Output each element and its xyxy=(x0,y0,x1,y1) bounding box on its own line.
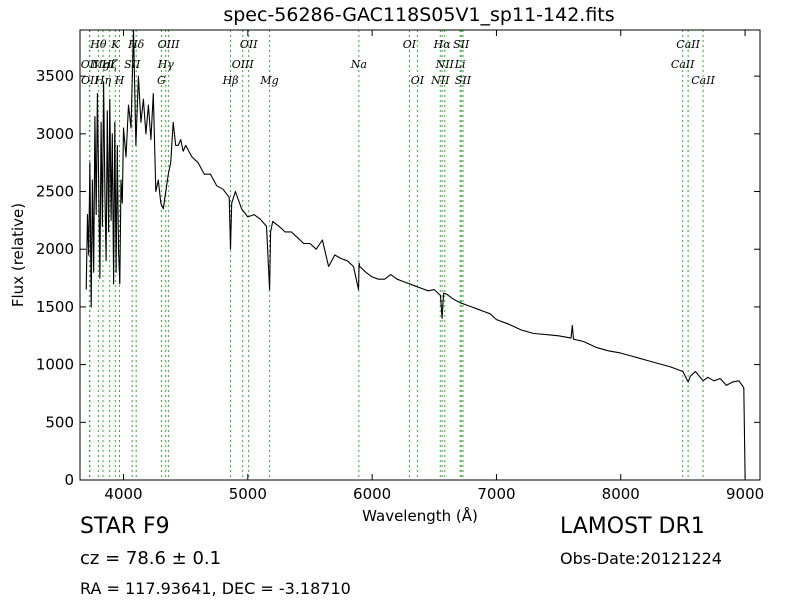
y-tick-label: 500 xyxy=(45,413,74,431)
x-axis: 4000 5000 6000 7000 8000 9000 xyxy=(104,30,764,503)
plot-frame xyxy=(79,29,761,481)
spectral-line-label: SII xyxy=(453,38,470,51)
y-tick-label: 3500 xyxy=(36,67,74,85)
spectral-line-label: Hγ xyxy=(157,58,175,71)
y-axis-label: Flux (relative) xyxy=(9,203,27,307)
spectral-line-label: H xyxy=(114,74,125,87)
spectral-line-label: Hβ xyxy=(222,74,239,87)
x-tick-label: 6000 xyxy=(353,485,391,503)
y-axis: 0 500 1000 1500 2000 2500 3000 3500 xyxy=(36,67,760,489)
spectral-line-label: G xyxy=(157,74,166,87)
spectral-line-label: Hδ xyxy=(127,38,145,51)
x-axis-label: Wavelength (Å) xyxy=(362,506,478,525)
spectral-line-label: Na xyxy=(350,58,367,71)
x-tick-label: 7000 xyxy=(477,485,515,503)
spectral-line-label: MgI xyxy=(91,58,115,71)
star-class-label: STAR F9 xyxy=(80,514,170,539)
x-tick-label: 8000 xyxy=(602,485,640,503)
y-tick-label: 0 xyxy=(64,471,74,489)
spectral-line-label: NII xyxy=(435,58,455,71)
spectral-line-label: CaII xyxy=(671,58,695,71)
spectral-line-label: Hη xyxy=(94,74,112,87)
spectral-line-label: Li xyxy=(454,58,466,71)
y-tick-label: 1500 xyxy=(36,298,74,316)
coordinates-label: RA = 117.93641, DEC = -3.18710 xyxy=(80,579,351,598)
x-tick-label: 4000 xyxy=(104,485,142,503)
x-tick-label: 9000 xyxy=(726,485,764,503)
spectral-line-label: OI xyxy=(411,74,425,87)
chart-title: spec-56286-GAC118S05V1_sp11-142.fits xyxy=(223,4,615,26)
obs-date-label: Obs-Date:20121224 xyxy=(560,549,722,568)
spectral-line-label: OI xyxy=(403,38,417,51)
x-tick-label: 5000 xyxy=(229,485,267,503)
spectral-line-label: CaII xyxy=(676,38,700,51)
spectral-line-label: OIII xyxy=(158,38,181,51)
spectral-line-label: Hζ xyxy=(101,58,119,71)
spectral-line-label: OIII xyxy=(232,58,255,71)
redshift-label: cz = 78.6 ± 0.1 xyxy=(80,548,222,569)
spectral-line-label: SII xyxy=(455,74,472,87)
spectrum-line xyxy=(85,29,746,478)
spectral-line-label: OII xyxy=(81,74,99,87)
y-tick-label: 2500 xyxy=(36,183,74,201)
spectral-line-label: Hθ xyxy=(89,38,107,51)
y-tick-label: 2000 xyxy=(36,240,74,258)
spectral-line-label: Hα xyxy=(433,38,452,51)
survey-label: LAMOST DR1 xyxy=(560,514,705,539)
y-tick-label: 3000 xyxy=(36,125,74,143)
spectral-line-label: CaII xyxy=(691,74,715,87)
spectral-line-label: OII xyxy=(81,58,99,71)
spectral-line-label: OII xyxy=(240,38,258,51)
spectral-line-label: Mg xyxy=(259,74,278,87)
spectral-line-label: K xyxy=(110,38,120,51)
y-tick-label: 1000 xyxy=(36,356,74,374)
spectral-line-markers xyxy=(89,30,704,480)
spectrum-series xyxy=(85,29,746,478)
spectral-line-label: NII xyxy=(430,74,450,87)
